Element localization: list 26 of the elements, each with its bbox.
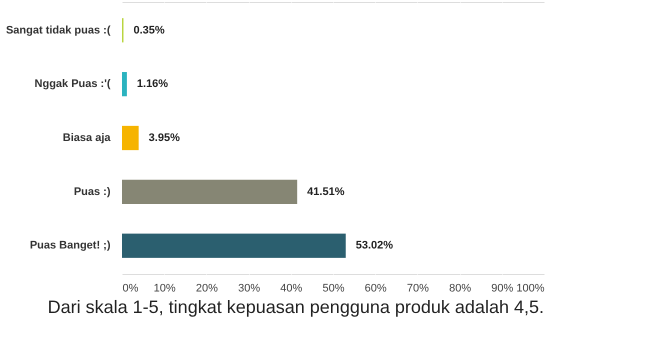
data-label: 1.16% — [136, 78, 168, 90]
bar — [122, 126, 139, 150]
y-tick-label: Puas Banget! ;) — [30, 240, 111, 252]
data-label: 41.51% — [307, 186, 345, 198]
x-tick-label: 10% — [154, 282, 176, 294]
bar — [122, 234, 346, 258]
y-tick-label: Nggak Puas :'( — [34, 78, 111, 90]
x-tick-label: 50% — [322, 282, 345, 294]
x-tick-label: 60% — [364, 282, 387, 294]
x-tick-label: 90% — [491, 282, 514, 294]
x-tick-label: 70% — [406, 282, 430, 294]
y-tick-label: Sangat tidak puas :( — [6, 24, 111, 36]
x-tick-label: 0% — [122, 282, 139, 294]
x-tick-label: 80% — [449, 282, 472, 294]
data-label: 3.95% — [148, 132, 180, 144]
data-label: 0.35% — [133, 24, 165, 36]
bar — [122, 180, 298, 204]
y-tick-label: Biasa aja — [62, 132, 112, 144]
x-tick-label: 20% — [196, 282, 218, 294]
x-tick-label: 40% — [280, 282, 303, 294]
data-label: 53.02% — [356, 240, 394, 252]
text: Dari skala 1-5, tingkat kepuasan pengguna produk adalah 4,5. — [48, 297, 544, 317]
x-tick-label: 30% — [238, 282, 260, 294]
bar — [122, 72, 127, 96]
y-tick-label: Puas :) — [74, 186, 111, 198]
x-tick-label: 100% — [516, 282, 545, 294]
